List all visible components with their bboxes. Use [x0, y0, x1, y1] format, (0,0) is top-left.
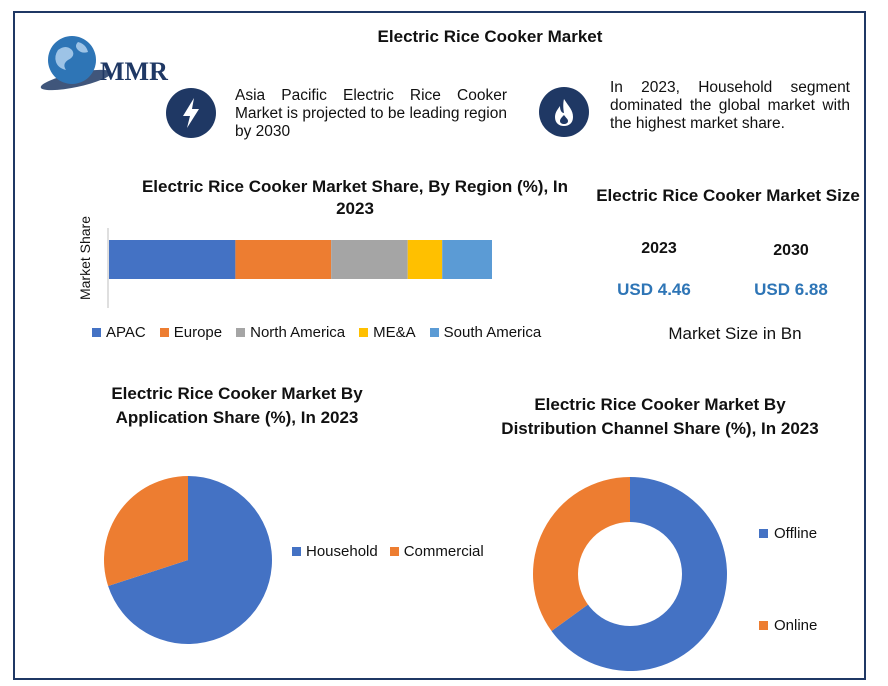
legend-swatch-south-america — [429, 328, 439, 337]
legend-label-europe: Europe — [173, 324, 223, 341]
market-size-title: Electric Rice Cooker Market Size — [596, 186, 860, 205]
market-size-unit: Market Size in Bn — [668, 324, 802, 343]
distribution-slice-online — [533, 477, 630, 632]
legend-swatch-offline — [759, 529, 768, 538]
legend-item-household: Household — [292, 543, 378, 560]
logo-text: MMR — [100, 57, 168, 86]
market-size-value-a: USD 4.46 — [617, 280, 691, 299]
legend-swatch-mea — [359, 328, 369, 337]
legend-label-south-america: South America — [443, 324, 542, 341]
legend-swatch-north-america — [236, 328, 246, 337]
distribution-chart-title: Electric Rice Cooker Market By Distribut… — [501, 395, 819, 438]
application-pie-chart — [103, 476, 272, 644]
page-title: Electric Rice Cooker Market — [377, 27, 603, 46]
market-size-year-b: 2030 — [773, 242, 809, 259]
legend-item-europe: Europe — [159, 324, 223, 341]
bar-segment-south-america — [442, 240, 492, 279]
legend-swatch-online — [759, 621, 768, 630]
market-size-year-a: 2023 — [641, 240, 677, 257]
highlight-text-2: In 2023, Household segment dominated the… — [610, 79, 850, 132]
legend-item-south-america: South America — [429, 324, 542, 341]
application-slice-household — [108, 476, 272, 644]
mmr-logo: MMR — [40, 36, 168, 91]
legend-label-commercial: Commercial — [403, 543, 484, 560]
application-pie-slices — [103, 476, 272, 644]
application-chart-legend: Household Commercial — [292, 543, 484, 560]
region-bar-chart — [107, 228, 492, 308]
market-size-value-b: USD 6.88 — [754, 280, 828, 299]
flame-icon — [555, 99, 573, 126]
region-bar-segments — [109, 240, 492, 279]
legend-label-apac: APAC — [106, 324, 146, 341]
legend-item-mea: ME&A — [359, 324, 416, 341]
legend-label-north-america: North America — [250, 324, 346, 341]
distribution-legend-online: Online — [759, 617, 817, 634]
legend-swatch-household — [292, 547, 301, 556]
bar-segment-north-america — [331, 240, 408, 279]
distribution-legend-offline: Offline — [759, 525, 817, 542]
legend-label-offline: Offline — [774, 525, 818, 542]
distribution-donut-chart — [533, 477, 727, 671]
legend-item-apac: APAC — [92, 324, 146, 341]
application-slice-commercial — [103, 476, 188, 586]
region-chart-ylabel: Market Share — [77, 215, 93, 301]
legend-item-commercial: Commercial — [389, 543, 484, 560]
legend-label-online: Online — [774, 617, 818, 634]
page-frame — [13, 11, 866, 680]
globe-icon — [48, 36, 96, 84]
legend-swatch-commercial — [389, 547, 399, 556]
legend-item-north-america: North America — [236, 324, 345, 341]
legend-label-mea: ME&A — [373, 324, 416, 341]
application-chart-title: Electric Rice Cooker Market By Applicati… — [111, 384, 363, 427]
legend-swatch-apac — [92, 328, 101, 337]
lightning-bolt-icon — [183, 98, 199, 128]
bar-segment-apac — [109, 240, 236, 279]
region-chart-title: Electric Rice Cooker Market Share, By Re… — [141, 177, 569, 218]
bar-segment-mea — [407, 240, 443, 279]
legend-label-household: Household — [306, 543, 378, 560]
legend-swatch-europe — [159, 328, 169, 337]
highlight-text-1: Asia Pacific Electric Rice Cooker Market… — [235, 87, 507, 140]
bar-segment-europe — [235, 240, 332, 279]
donut-hole — [578, 522, 682, 626]
highlight-icon-circle-2 — [539, 87, 589, 137]
highlight-icon-circle-1 — [166, 88, 216, 138]
region-chart-legend: APAC Europe North America ME&A South America — [92, 324, 572, 341]
